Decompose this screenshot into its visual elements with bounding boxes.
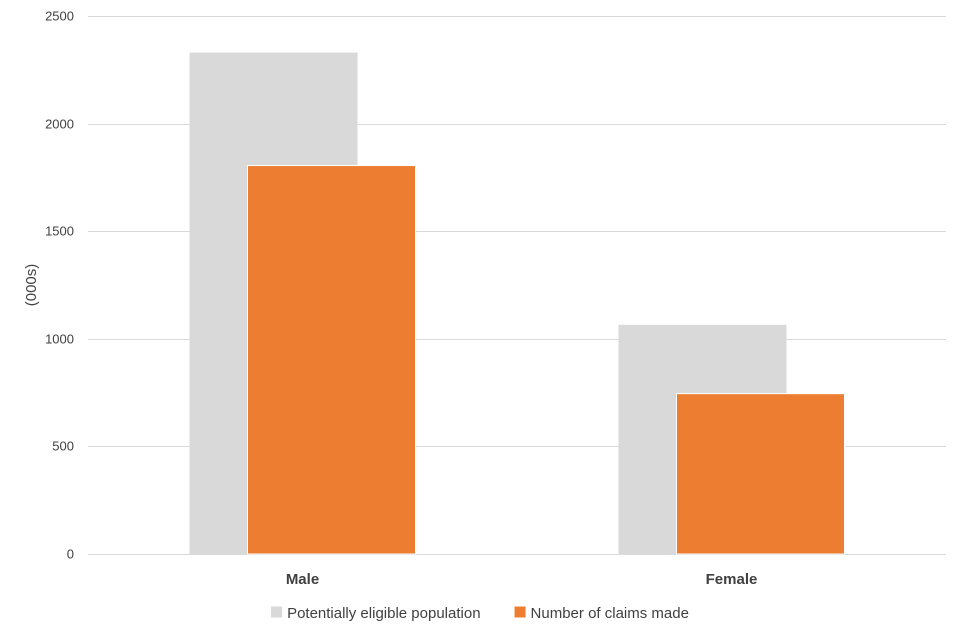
y-tick-label: 1000 <box>45 332 74 347</box>
legend-item: Number of claims made <box>514 605 689 622</box>
x-category-label: Male <box>286 571 319 588</box>
legend-swatch <box>271 606 283 618</box>
legend-swatch <box>514 606 526 618</box>
y-tick-label: 2500 <box>45 9 74 24</box>
x-axis-categories: Male Female <box>286 571 758 588</box>
x-category-label: Female <box>706 571 758 588</box>
legend-item: Potentially eligible population <box>271 605 481 622</box>
y-axis-ticks: 0 500 1000 1500 2000 2500 <box>45 9 74 562</box>
legend: Potentially eligible population Number of… <box>271 605 689 622</box>
legend-label: Potentially eligible population <box>287 605 480 622</box>
y-tick-label: 500 <box>52 439 74 454</box>
y-axis-title: (000s) <box>23 264 40 307</box>
y-tick-label: 0 <box>67 547 74 562</box>
legend-label: Number of claims made <box>531 605 689 622</box>
bar-female-series-2 <box>676 393 845 555</box>
y-tick-label: 1500 <box>45 224 74 239</box>
y-tick-label: 2000 <box>45 117 74 132</box>
bars <box>189 52 845 555</box>
bar-male-series-2 <box>247 165 416 555</box>
